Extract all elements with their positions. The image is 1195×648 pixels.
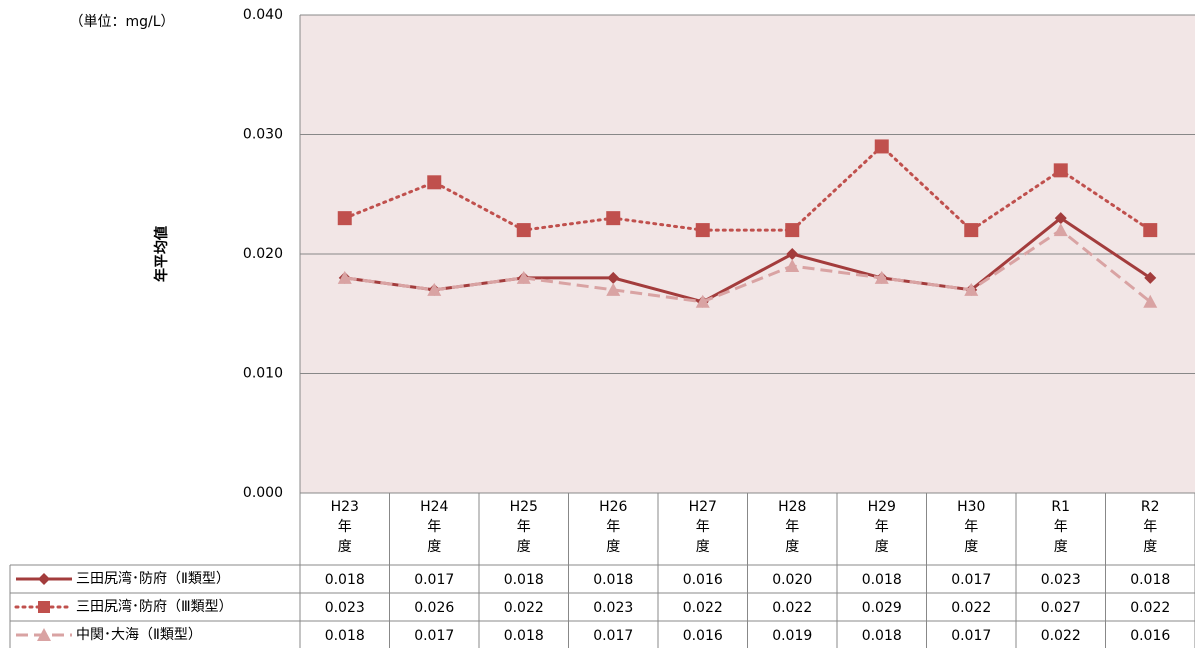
table-value: 0.017	[593, 628, 633, 644]
marker	[964, 223, 979, 238]
table-value: 0.023	[593, 600, 633, 616]
marker	[1053, 223, 1068, 237]
table-value: 0.022	[683, 600, 723, 616]
table-value: 0.016	[683, 628, 723, 644]
table-value: 0.020	[772, 572, 812, 588]
series-line	[344, 228, 1152, 304]
legend-label: 三田尻湾･防府（Ⅲ類型）	[76, 598, 233, 615]
legend-marker	[38, 601, 50, 613]
marker	[785, 223, 800, 238]
marker	[874, 270, 889, 284]
table-value: 0.026	[414, 600, 454, 616]
table-value: 0.018	[325, 572, 365, 588]
marker	[337, 270, 352, 284]
table-value: 0.023	[1041, 572, 1081, 588]
marker	[1143, 223, 1158, 238]
x-tick-label: H26 年 度	[599, 499, 628, 555]
marker	[606, 282, 621, 296]
legend-label: 三田尻湾･防府（Ⅱ類型）	[76, 570, 230, 587]
table-value: 0.022	[1130, 600, 1170, 616]
table-value: 0.022	[1041, 628, 1081, 644]
table-value: 0.022	[951, 600, 991, 616]
table-value: 0.022	[772, 600, 812, 616]
legend-label: 中関･大海（Ⅱ類型）	[76, 627, 202, 643]
marker	[695, 223, 710, 238]
table-value: 0.018	[862, 628, 902, 644]
marker	[337, 211, 352, 226]
marker	[1054, 212, 1067, 225]
marker	[606, 211, 621, 226]
y-tick-label: 0.020	[243, 246, 283, 262]
x-tick-label: H24 年 度	[420, 499, 449, 555]
marker	[695, 294, 710, 308]
marker	[516, 223, 531, 238]
table-value: 0.022	[504, 600, 544, 616]
table-value: 0.018	[325, 628, 365, 644]
marker	[427, 175, 442, 190]
x-tick-label: H27 年 度	[688, 499, 717, 555]
x-tick-label: H28 年 度	[778, 499, 807, 555]
table-value: 0.019	[772, 628, 812, 644]
legend-marker	[37, 628, 51, 641]
table-value: 0.017	[414, 628, 454, 644]
table-value: 0.016	[1130, 628, 1170, 644]
table-value: 0.016	[683, 572, 723, 588]
y-tick-label: 0.010	[243, 366, 283, 382]
table-value: 0.029	[862, 600, 902, 616]
x-tick-label: H30 年 度	[957, 499, 986, 555]
marker	[427, 282, 442, 296]
x-tick-label: H25 年 度	[509, 499, 538, 555]
marker	[516, 270, 531, 284]
table-value: 0.018	[862, 572, 902, 588]
marker	[786, 248, 799, 260]
marker	[964, 282, 979, 296]
marker	[607, 271, 620, 284]
table-value: 0.017	[951, 628, 991, 644]
legend-marker	[38, 573, 50, 585]
x-tick-label: H23 年 度	[330, 499, 359, 555]
table-value: 0.017	[414, 572, 454, 588]
marker	[1143, 294, 1158, 308]
marker	[785, 258, 800, 272]
table-value: 0.023	[325, 600, 365, 616]
table-value: 0.018	[504, 628, 544, 644]
table-value: 0.018	[504, 572, 544, 588]
table-value: 0.027	[1041, 600, 1081, 616]
y-axis-title: 年平均値	[153, 226, 170, 282]
y-tick-label: 0.000	[243, 485, 283, 501]
table-value: 0.018	[593, 572, 633, 588]
marker	[1053, 163, 1068, 178]
x-tick-label: H29 年 度	[867, 499, 896, 555]
y-tick-label: 0.030	[243, 127, 283, 143]
series-line	[343, 144, 1152, 233]
y-tick-label: 0.040	[243, 7, 283, 23]
table-value: 0.018	[1130, 572, 1170, 588]
unit-label: （単位：mg/L）	[69, 14, 174, 30]
table-value: 0.017	[951, 572, 991, 588]
x-tick-label: R1 年 度	[1051, 499, 1071, 555]
marker	[1144, 271, 1157, 284]
marker	[874, 139, 889, 154]
x-tick-label: R2 年 度	[1140, 499, 1160, 555]
